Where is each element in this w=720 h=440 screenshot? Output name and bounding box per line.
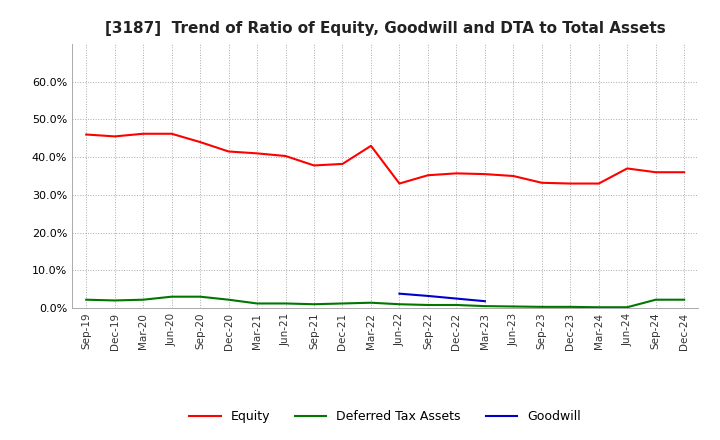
Goodwill: [480, 299, 489, 304]
Deferred Tax Assets: [423, 302, 432, 308]
Deferred Tax Assets: [167, 294, 176, 299]
Equity: [225, 149, 233, 154]
Equity: [423, 172, 432, 178]
Equity: [680, 169, 688, 175]
Deferred Tax Assets: [82, 297, 91, 302]
Equity: [537, 180, 546, 185]
Equity: [253, 151, 261, 156]
Goodwill: [452, 296, 461, 301]
Equity: [282, 154, 290, 159]
Deferred Tax Assets: [652, 297, 660, 302]
Deferred Tax Assets: [623, 304, 631, 310]
Deferred Tax Assets: [480, 304, 489, 309]
Deferred Tax Assets: [680, 297, 688, 302]
Deferred Tax Assets: [452, 302, 461, 308]
Equity: [167, 131, 176, 136]
Deferred Tax Assets: [595, 304, 603, 310]
Line: Equity: Equity: [86, 134, 684, 183]
Equity: [623, 166, 631, 171]
Equity: [338, 161, 347, 167]
Equity: [452, 171, 461, 176]
Deferred Tax Assets: [310, 301, 318, 307]
Line: Deferred Tax Assets: Deferred Tax Assets: [86, 297, 684, 307]
Deferred Tax Assets: [338, 301, 347, 306]
Deferred Tax Assets: [139, 297, 148, 302]
Goodwill: [395, 291, 404, 296]
Deferred Tax Assets: [110, 298, 119, 303]
Goodwill: [423, 293, 432, 299]
Deferred Tax Assets: [566, 304, 575, 309]
Deferred Tax Assets: [395, 301, 404, 307]
Line: Goodwill: Goodwill: [400, 293, 485, 301]
Deferred Tax Assets: [282, 301, 290, 306]
Equity: [196, 139, 204, 145]
Deferred Tax Assets: [366, 300, 375, 305]
Deferred Tax Assets: [225, 297, 233, 302]
Equity: [652, 169, 660, 175]
Equity: [595, 181, 603, 186]
Equity: [480, 172, 489, 177]
Deferred Tax Assets: [196, 294, 204, 299]
Equity: [509, 173, 518, 179]
Title: [3187]  Trend of Ratio of Equity, Goodwill and DTA to Total Assets: [3187] Trend of Ratio of Equity, Goodwil…: [105, 21, 665, 36]
Equity: [366, 143, 375, 148]
Equity: [82, 132, 91, 137]
Equity: [566, 181, 575, 186]
Equity: [395, 181, 404, 186]
Equity: [110, 134, 119, 139]
Equity: [310, 163, 318, 168]
Deferred Tax Assets: [537, 304, 546, 309]
Equity: [139, 131, 148, 136]
Legend: Equity, Deferred Tax Assets, Goodwill: Equity, Deferred Tax Assets, Goodwill: [184, 406, 586, 429]
Deferred Tax Assets: [509, 304, 518, 309]
Deferred Tax Assets: [253, 301, 261, 306]
